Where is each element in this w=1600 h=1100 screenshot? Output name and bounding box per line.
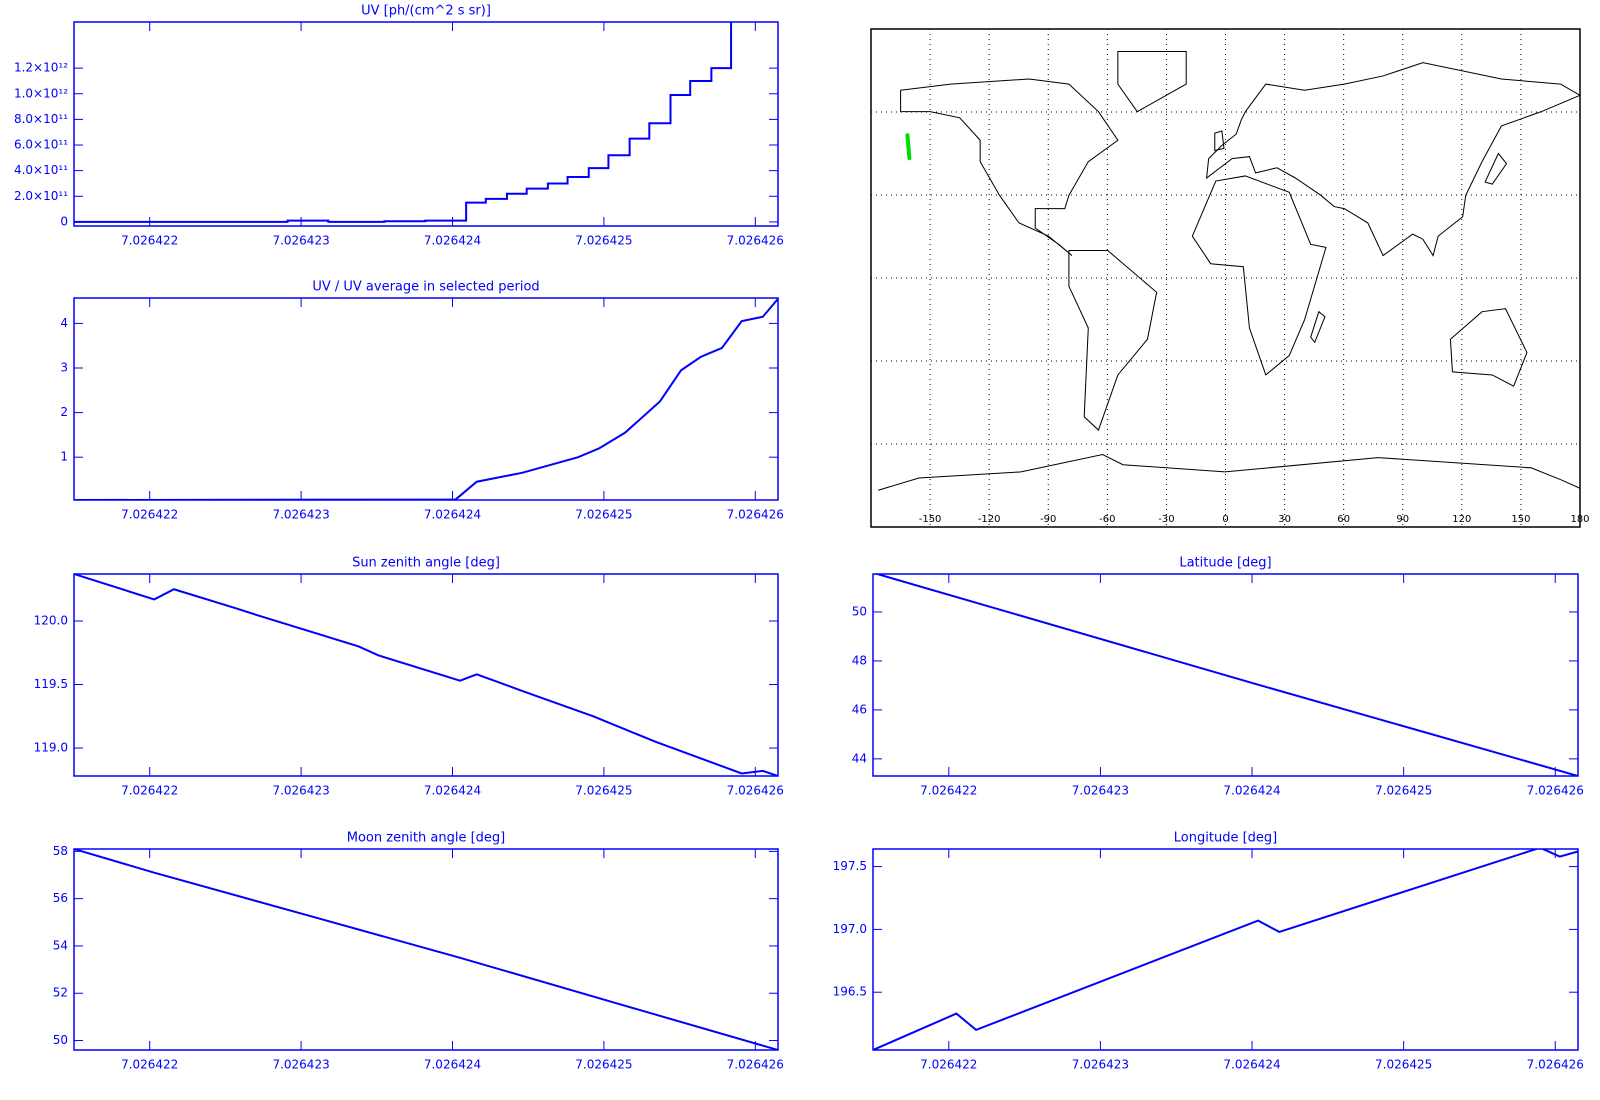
x-tick-label: 7.026424 <box>424 784 481 798</box>
x-tick-label: 7.026422 <box>121 1058 178 1072</box>
x-tick-label: 7.026422 <box>121 508 178 522</box>
y-tick-label: 44 <box>852 751 867 765</box>
x-tick-label: 7.026423 <box>1072 784 1129 798</box>
x-tick-label: 7.026425 <box>1375 784 1432 798</box>
x-tick-label: -60 <box>1099 514 1115 525</box>
plot-frame <box>73 21 779 227</box>
y-tick-label: 8.0×10¹¹ <box>14 112 68 126</box>
madagascar <box>1310 310 1326 344</box>
plot-frame <box>73 573 779 777</box>
x-tick-label: 150 <box>1511 514 1530 525</box>
x-tick-label: 7.026426 <box>1527 1058 1584 1072</box>
x-tick-label: 120 <box>1452 514 1471 525</box>
y-tick-label: 197.0 <box>833 922 867 936</box>
x-tick-label: 60 <box>1337 514 1350 525</box>
x-tick-label: 7.026426 <box>727 1058 784 1072</box>
x-tick-label: 7.026423 <box>272 1058 329 1072</box>
y-tick-label: 46 <box>852 702 867 716</box>
y-tick-label: 4.0×10¹¹ <box>14 163 68 177</box>
y-tick-label: 196.5 <box>833 985 867 999</box>
x-tick-label: 7.026424 <box>424 1058 481 1072</box>
y-tick-label: 197.5 <box>833 859 867 873</box>
australia <box>1449 308 1528 387</box>
south-america <box>1068 249 1158 431</box>
x-tick-label: 7.026423 <box>272 508 329 522</box>
chart-title: UV [ph/(cm^2 s sr)] <box>361 4 491 19</box>
y-tick-label: 3 <box>60 361 68 375</box>
uk <box>1214 130 1225 152</box>
x-tick-label: 7.026424 <box>424 508 481 522</box>
y-tick-label: 50 <box>53 1033 68 1047</box>
x-tick-label: 7.026424 <box>424 234 481 248</box>
x-tick-label: 7.026424 <box>1223 1058 1280 1072</box>
x-tick-label: 7.026426 <box>727 508 784 522</box>
x-tick-label: 7.026425 <box>575 784 632 798</box>
plot-frame <box>872 848 1579 1051</box>
x-tick-label: 7.026426 <box>1527 784 1584 798</box>
line <box>873 849 1578 1050</box>
y-tick-label: 2 <box>60 405 68 419</box>
y-tick-label: 6.0×10¹¹ <box>14 138 68 152</box>
japan <box>1484 152 1508 185</box>
chart-title: Longitude [deg] <box>1174 831 1277 846</box>
x-tick-label: 7.026422 <box>121 234 178 248</box>
chart-title: Latitude [deg] <box>1179 556 1271 571</box>
x-tick-label: 7.026423 <box>272 234 329 248</box>
north-america <box>900 78 1119 256</box>
chart-title: Moon zenith angle [deg] <box>347 831 505 846</box>
x-tick-label: 7.026425 <box>575 508 632 522</box>
x-tick-label: 0 <box>1222 514 1228 525</box>
plot-frame <box>872 573 1579 777</box>
chart-title: UV / UV average in selected period <box>312 280 539 295</box>
line <box>74 298 778 500</box>
y-tick-label: 0 <box>60 214 68 228</box>
plot-frame <box>73 848 779 1051</box>
y-tick-label: 2.0×10¹¹ <box>14 189 68 203</box>
x-tick-label: 7.026426 <box>727 234 784 248</box>
africa <box>1191 175 1327 376</box>
x-tick-label: 7.026425 <box>575 1058 632 1072</box>
y-tick-label: 54 <box>53 938 68 952</box>
y-tick-label: 1.0×10¹² <box>14 86 68 100</box>
x-tick-label: 7.026424 <box>1223 784 1280 798</box>
plot-frame <box>73 297 779 501</box>
map-frame <box>870 28 1581 528</box>
coastlines <box>877 50 1582 491</box>
chart-title: Sun zenith angle [deg] <box>352 556 500 571</box>
antarctica <box>877 454 1581 491</box>
x-tick-label: -120 <box>978 514 1001 525</box>
eurasia <box>1205 62 1582 257</box>
x-tick-label: 7.026422 <box>920 784 977 798</box>
y-tick-label: 1.2×10¹² <box>14 61 68 75</box>
step-line <box>74 22 733 223</box>
x-tick-label: -90 <box>1040 514 1056 525</box>
greenland <box>1117 50 1187 113</box>
x-tick-label: 90 <box>1396 514 1409 525</box>
x-tick-label: 7.026422 <box>121 784 178 798</box>
x-tick-label: 7.026423 <box>1072 1058 1129 1072</box>
x-tick-label: 7.026423 <box>272 784 329 798</box>
x-tick-label: 7.026425 <box>575 234 632 248</box>
y-tick-label: 56 <box>53 891 68 905</box>
x-tick-label: 7.026422 <box>920 1058 977 1072</box>
x-tick-label: 7.026425 <box>1375 1058 1432 1072</box>
line <box>74 574 778 776</box>
line <box>873 574 1578 776</box>
x-tick-label: -150 <box>919 514 942 525</box>
x-tick-label: 30 <box>1278 514 1291 525</box>
ground-track <box>905 133 912 161</box>
y-tick-label: 58 <box>53 844 68 858</box>
x-tick-label: -30 <box>1158 514 1174 525</box>
x-tick-label: 7.026426 <box>727 784 784 798</box>
y-tick-label: 119.5 <box>34 677 68 691</box>
y-tick-label: 120.0 <box>34 614 68 628</box>
y-tick-label: 119.0 <box>34 741 68 755</box>
line <box>74 849 778 1050</box>
y-tick-label: 48 <box>852 653 867 667</box>
y-tick-label: 50 <box>852 604 867 618</box>
y-tick-label: 1 <box>60 450 68 464</box>
y-tick-label: 52 <box>53 986 68 1000</box>
y-tick-label: 4 <box>60 316 68 330</box>
